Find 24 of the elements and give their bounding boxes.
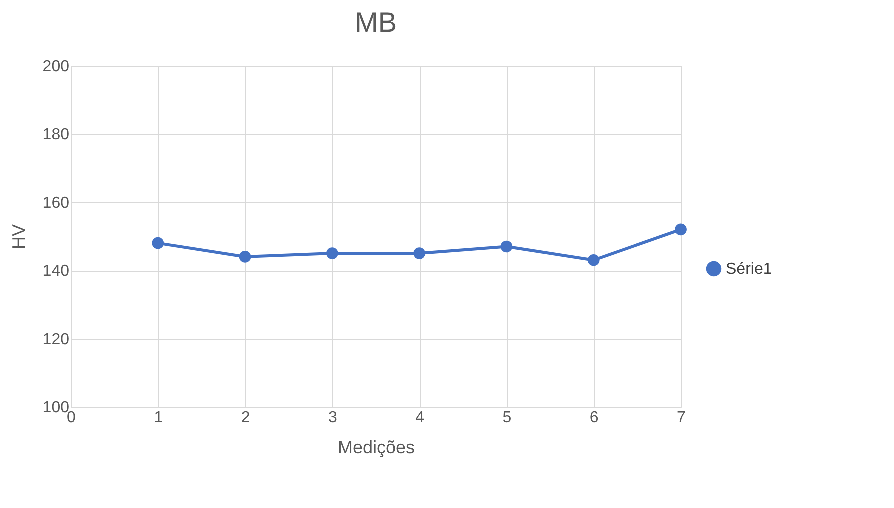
x-axis-title: Medições [338,438,416,458]
x-tick-label: 6 [590,410,599,426]
y-tick-label: 140 [42,263,70,280]
legend-label: Série1 [726,261,772,278]
point [239,251,252,263]
point [414,248,426,260]
x-tick-label: 5 [502,410,512,426]
point [588,254,600,266]
y-tick-label: 180 [42,126,70,144]
point [500,240,513,253]
point [675,224,687,236]
x-tick-label: 4 [416,410,425,426]
y-axis-title: HV [8,224,29,250]
y-tick-label: 200 [42,58,70,76]
x-tick-label: 3 [328,410,338,426]
x-tick-label: 0 [67,410,76,426]
point [152,237,164,250]
x-tick-label: 2 [241,410,250,426]
x-tick-label: 1 [154,410,164,426]
x-tick-label: 7 [677,410,686,426]
y-tick-label: 160 [42,194,70,212]
point [326,248,338,260]
chart-title: MB [355,7,397,38]
y-tick-label: 120 [42,331,70,348]
